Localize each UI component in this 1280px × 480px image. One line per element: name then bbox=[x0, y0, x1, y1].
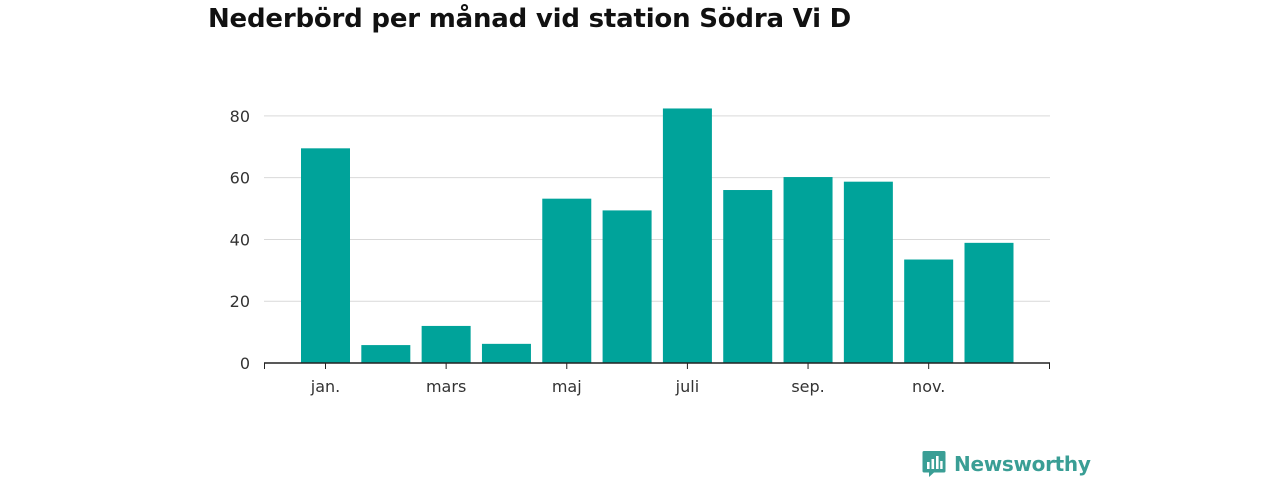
x-tick-label: mars bbox=[426, 377, 466, 396]
bar-chart: 0 20 40 60 80 jan. mars maj juli sep. nov. bbox=[230, 107, 1050, 396]
brand-name: Newsworthy bbox=[954, 452, 1091, 476]
bars bbox=[301, 108, 1014, 363]
x-tick-label: sep. bbox=[791, 377, 824, 396]
bar bbox=[602, 210, 652, 363]
bar-chart-speech-bubble-icon bbox=[922, 451, 946, 477]
y-tick-label: 60 bbox=[230, 169, 250, 188]
x-tick-label: maj bbox=[552, 377, 582, 396]
brand: Newsworthy bbox=[922, 450, 1091, 478]
bar bbox=[481, 343, 531, 363]
bar bbox=[542, 198, 592, 363]
bar bbox=[723, 190, 773, 363]
x-tick-label: juli bbox=[675, 377, 699, 396]
y-tick-label: 0 bbox=[240, 354, 250, 373]
y-axis-tick-labels: 0 20 40 60 80 bbox=[230, 107, 250, 373]
bar bbox=[361, 345, 411, 363]
x-axis-tick-labels: jan. mars maj juli sep. nov. bbox=[310, 377, 946, 396]
bar bbox=[904, 259, 954, 363]
bar bbox=[964, 242, 1014, 363]
bar bbox=[843, 181, 893, 363]
y-tick-label: 40 bbox=[230, 230, 250, 249]
bar bbox=[662, 108, 712, 363]
x-axis bbox=[264, 362, 1050, 369]
x-tick-label: jan. bbox=[310, 377, 340, 396]
y-tick-label: 20 bbox=[230, 292, 250, 311]
bar bbox=[301, 148, 350, 363]
x-tick-label: nov. bbox=[912, 377, 945, 396]
bar bbox=[783, 177, 833, 363]
y-tick-label: 80 bbox=[230, 107, 250, 126]
chart-title: Nederbörd per månad vid station Södra Vi… bbox=[208, 4, 852, 34]
bar bbox=[421, 325, 471, 363]
